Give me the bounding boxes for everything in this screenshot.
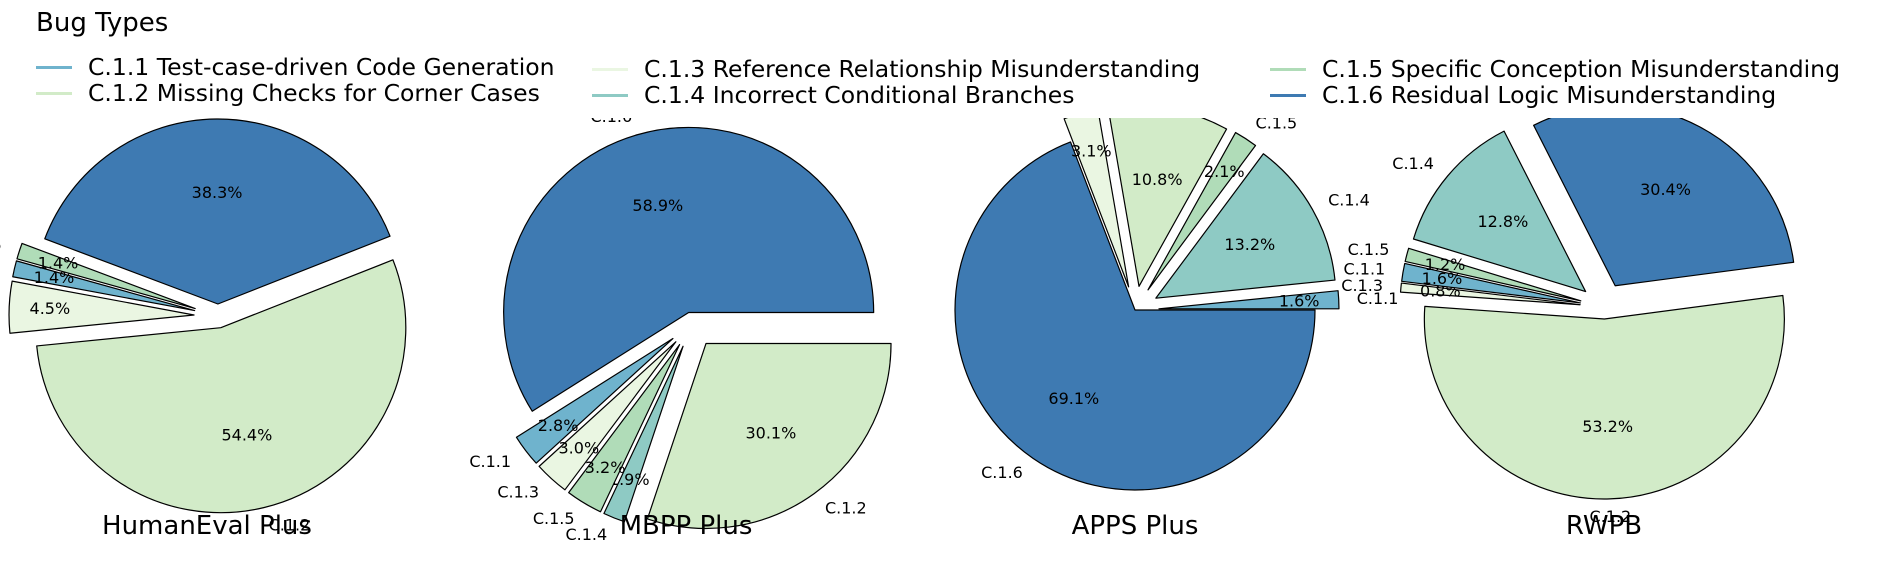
pie-pct-label: 1.2%	[1425, 255, 1466, 274]
pie-slice-c16	[954, 141, 1316, 491]
legend-item-c14: C.1.4 Incorrect Conditional Branches	[592, 81, 1075, 109]
legend-swatch	[1270, 93, 1306, 97]
legend-label: C.1.3 Reference Relationship Misundersta…	[644, 55, 1201, 83]
pie-slice-c14	[1412, 130, 1587, 293]
pie-slice-c11	[12, 260, 196, 312]
pie-pct-label: 3.0%	[559, 439, 600, 458]
pie-slice-c13	[538, 341, 677, 491]
legend-swatch	[592, 67, 628, 71]
pie-pct-label: 1.4%	[38, 254, 79, 273]
pie-slice-c11	[1401, 262, 1581, 304]
pie-pct-label: 1.6%	[1422, 269, 1463, 288]
pie-slice-c13	[1399, 282, 1581, 306]
pie-slice-c15	[1404, 247, 1582, 302]
pie-pct-label: 13.2%	[1224, 235, 1275, 254]
pie-category-label: C.1.3	[497, 482, 539, 501]
pie-pct-label: 10.8%	[1132, 170, 1183, 189]
pie-pct-label: 3.1%	[1071, 142, 1112, 161]
legend-swatch	[36, 65, 72, 69]
pie-category-label: C.1.2	[825, 499, 867, 518]
legend-label: C.1.4 Incorrect Conditional Branches	[644, 81, 1075, 109]
pie-pct-label: 4.5%	[30, 299, 71, 318]
pie-category-label: C.1.1	[1344, 259, 1386, 278]
pie-chart-4: 53.2%C.1.20.8%C.1.3 1.6%C.1.1 1.2%C.1.512.…	[1341, 118, 1795, 541]
pie-category-label: C.1.4	[1392, 154, 1434, 173]
pie-category-label: C.1.2	[269, 515, 311, 534]
legend-item-c16: C.1.6 Residual Logic Misunderstanding	[1270, 81, 1777, 109]
pie-category-label: C.1.5	[1256, 118, 1298, 133]
legend-label: C.1.6 Residual Logic Misunderstanding	[1322, 81, 1777, 109]
pie-chart-title: HumanEval Plus	[102, 511, 312, 541]
pie-slice-c11	[1158, 290, 1340, 310]
pie-category-label: C.1.1	[469, 452, 511, 471]
legend-swatch	[592, 93, 628, 97]
pie-category-label: C.1.5	[533, 509, 575, 528]
pie-category-label: C.1.3	[1341, 276, 1383, 295]
pie-slice-c13	[1063, 118, 1130, 288]
pie-slice-c16	[503, 126, 875, 412]
pie-category-label: C.1.5	[1348, 240, 1390, 259]
pie-category-label: C.1.6	[590, 118, 632, 126]
pie-pct-label: 2.1%	[1204, 162, 1245, 181]
pie-chart-title: MBPP Plus	[620, 511, 753, 541]
pie-chart-title: RWPB	[1566, 511, 1642, 541]
pie-slice-c16	[1533, 118, 1795, 287]
pie-pct-label: 58.9%	[632, 196, 683, 215]
legend-item-c15: C.1.5 Specific Conception Misunderstandi…	[1270, 55, 1840, 83]
legend-item-c12: C.1.2 Missing Checks for Corner Cases	[36, 79, 540, 107]
pie-chart-3: 69.1%C.1.63.1%C.1.310.8%C.1.22.1%C.1.513…	[954, 118, 1399, 541]
pie-pct-label: 54.4%	[221, 426, 272, 445]
pie-slice-c12	[646, 342, 892, 530]
pie-category-label: C.1.5	[0, 235, 2, 254]
pie-slice-c12	[36, 259, 407, 514]
pie-slice-c11	[515, 337, 674, 464]
pie-category-label: C.1.4	[1328, 191, 1370, 210]
legend-label: C.1.5 Specific Conception Misunderstandi…	[1322, 55, 1840, 83]
pie-pct-label: 12.8%	[1477, 212, 1528, 231]
legend-label: C.1.2 Missing Checks for Corner Cases	[88, 79, 540, 107]
pie-pct-label: 3.2%	[585, 458, 626, 477]
legend-title: Bug Types	[36, 8, 169, 38]
pie-pct-label: 69.1%	[1048, 389, 1099, 408]
pie-category-label: C.1.2	[1590, 507, 1632, 526]
legend-item-c13: C.1.3 Reference Relationship Misundersta…	[592, 55, 1201, 83]
pie-slice-c13	[8, 280, 195, 334]
pie-slice-c14	[603, 345, 684, 523]
pie-category-label: C.1.6	[981, 463, 1023, 482]
pie-slice-c15	[568, 343, 681, 513]
pie-charts: 54.4% C.1.2 4.5% C.1.3 1.4% C.1.1 1.4% C.1.5 38.…	[0, 118, 1795, 544]
pie-category-label: C.1.4	[565, 525, 607, 544]
pie-slice-c15	[1147, 131, 1257, 291]
pie-pct-label: 2.8%	[538, 416, 579, 435]
pie-chart-1: 54.4%C.1.24.5%C.1.31.4%C.1.11.4%C.1.538.…	[0, 118, 407, 541]
legend-swatch	[1270, 67, 1306, 71]
pie-chart-title: APPS Plus	[1072, 511, 1199, 541]
pie-slice-c12	[1109, 118, 1228, 287]
pie-pct-label: 53.2%	[1582, 417, 1633, 436]
pie-slice-c14	[1155, 153, 1336, 299]
pie-slice-c16	[44, 118, 391, 305]
pie-category-label: C.1.6	[1707, 118, 1749, 120]
legend-label: C.1.1 Test-case-driven Code Generation	[88, 53, 555, 81]
pie-pct-label: 1.9%	[609, 470, 650, 489]
pie-category-label: C.1.1	[1357, 289, 1399, 308]
pie-slice-c15	[16, 242, 196, 310]
pie-pct-label: 38.3%	[192, 183, 243, 202]
legend-item-c11: C.1.1 Test-case-driven Code Generation	[36, 53, 555, 81]
pie-pct-label: 30.1%	[745, 424, 796, 443]
pie-pct-label: 30.4%	[1640, 180, 1691, 199]
legend-swatch	[36, 91, 72, 95]
pie-pct-label: 1.4%	[34, 268, 75, 287]
pie-pct-label: 1.6%	[1279, 292, 1320, 311]
legend: C.1.1 Test-case-driven Code Generation C…	[36, 53, 1856, 110]
pie-chart-2: 30.1% C.1.2 1.9% C.1.4 3.2% C.1.5 3.0% C.1.3 2.8…	[469, 118, 892, 544]
pie-slice-c12	[1423, 294, 1785, 500]
